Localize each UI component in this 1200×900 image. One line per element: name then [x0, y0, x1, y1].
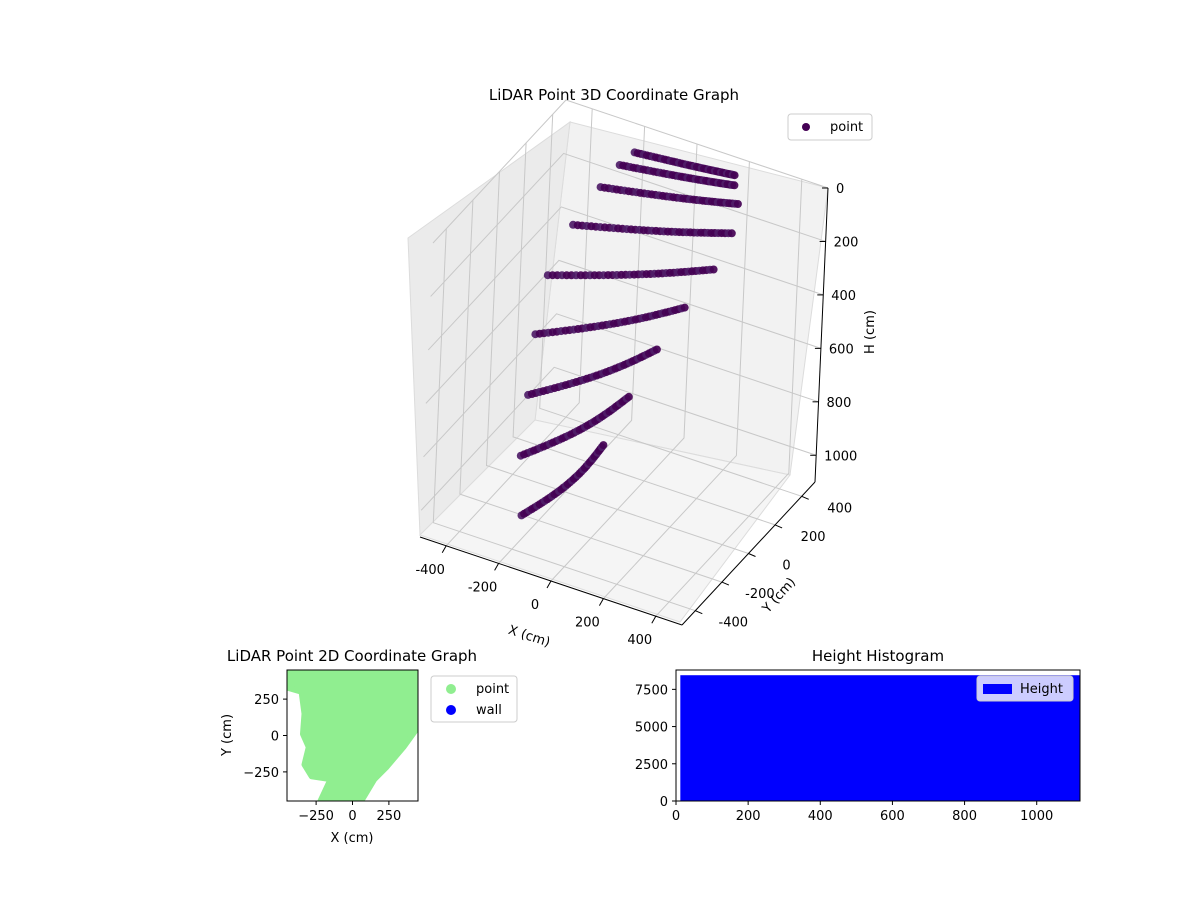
point-3d — [624, 392, 633, 401]
grid-3d — [420, 99, 829, 617]
grid-y-line — [459, 200, 723, 583]
y-axis-label-2d: Y (cm) — [220, 714, 235, 757]
ticks-2d: −250 0 250 250 0 −250 — [243, 693, 401, 824]
x-tick-3d — [494, 563, 500, 571]
y-tick-3d — [774, 524, 783, 529]
legend-wall-label-2d: wall — [476, 703, 502, 718]
grid-x-line — [498, 126, 646, 564]
x-axis-label-3d: X (cm) — [506, 623, 552, 651]
grid-x-line — [550, 143, 698, 582]
z-tick-label-3d: 800 — [827, 396, 852, 411]
z-tick-label-3d: 400 — [831, 289, 856, 304]
grid-y-line — [539, 114, 802, 497]
legend-histogram: Height — [976, 675, 1074, 702]
x-tick-3d — [441, 545, 447, 554]
legend-point-marker — [802, 123, 810, 131]
point-3d — [730, 181, 739, 190]
y-tick-label-3d: -400 — [719, 616, 749, 631]
y-tick-label-hist: 2500 — [635, 758, 668, 773]
histogram-frame — [675, 669, 1081, 802]
y-tick-label-3d: 200 — [801, 530, 826, 545]
point-cloud-2d — [287, 670, 418, 801]
x-tick-label-hist: 800 — [952, 809, 977, 824]
legend-height-label: Height — [1020, 682, 1063, 697]
x-tick-label-2d: −250 — [298, 809, 334, 824]
x-tick-label-3d: -400 — [415, 563, 445, 578]
grid-y-line — [432, 228, 696, 612]
grid-y-line — [512, 142, 776, 526]
legend-point-label-2d: point — [476, 682, 509, 697]
grid-x-line — [655, 179, 803, 617]
z-axis-line — [814, 187, 829, 483]
legend-3d: point — [787, 113, 873, 141]
ticks-3d: -400-2000200400-400-20002004000200400600… — [415, 182, 858, 648]
x-tick-label-hist: 400 — [808, 809, 833, 824]
x-tick-3d — [598, 598, 604, 606]
x-tick-label-2d: 250 — [376, 809, 401, 824]
grid-x-line — [445, 108, 593, 547]
legend-point-label: point — [830, 120, 863, 135]
y-tick-label-2d: 0 — [271, 730, 279, 745]
x-tick-label-hist: 600 — [880, 809, 905, 824]
z-tick-label-3d: 600 — [829, 342, 854, 357]
x-tick-label-2d: 0 — [348, 809, 356, 824]
x-tick-label-3d: 0 — [531, 598, 539, 613]
grid-z-line — [420, 366, 817, 511]
y-tick-label-hist: 5000 — [635, 721, 668, 736]
x-tick-label-hist: 0 — [672, 809, 680, 824]
histogram: Height Histogram 0 200 400 600 800 1000 0 2500 5… — [635, 647, 1081, 824]
legend-height-swatch — [983, 684, 1012, 694]
y-tick-label-2d: 250 — [254, 693, 279, 708]
x-tick-3d — [546, 580, 552, 589]
point-3d — [730, 171, 739, 180]
x-tick-label-hist: 1000 — [1020, 809, 1053, 824]
y-tick-label-3d: 0 — [782, 559, 790, 574]
point-3d — [652, 345, 661, 354]
y-tick-3d — [721, 581, 730, 586]
x-tick-label-3d: 400 — [627, 633, 652, 648]
x-tick-3d — [651, 615, 657, 624]
point-3d — [709, 265, 718, 274]
grid-x-line — [603, 161, 750, 599]
ticks-histogram: 0 200 400 600 800 1000 0 2500 5000 7500 — [635, 683, 1053, 824]
y-tick-label-hist: 7500 — [635, 683, 668, 698]
x-axis-label-2d: X (cm) — [331, 831, 374, 846]
y-tick-3d — [801, 495, 809, 500]
y-tick-label-3d: -200 — [745, 587, 775, 602]
points-3d — [516, 148, 742, 520]
point-3d — [733, 200, 742, 208]
legend-2d: point wall — [430, 675, 518, 723]
grid-z-line — [423, 313, 819, 458]
plot-3d-title: LiDAR Point 3D Coordinate Graph — [489, 86, 739, 104]
z-tick-label-3d: 200 — [834, 235, 859, 250]
grid-y-line — [485, 171, 749, 554]
point-3d — [680, 303, 689, 312]
plot-3d: LiDAR Point 3D Coordinate Graph -400 -200… — [407, 86, 878, 651]
z-tick-label-3d: 0 — [836, 182, 844, 197]
histogram-title: Height Histogram — [812, 647, 944, 665]
y-tick-label-3d: 400 — [827, 501, 852, 516]
legend-point-marker-2d — [446, 684, 456, 694]
x-tick-label-3d: -200 — [468, 580, 498, 595]
plot-2d: LiDAR Point 2D Coordinate Graph −250 0 250… — [220, 647, 518, 846]
z-axis-label-3d: H (cm) — [863, 310, 878, 354]
y-tick-label-2d: −250 — [243, 766, 279, 781]
x-tick-label-3d: 200 — [575, 616, 600, 631]
grid-z-line — [427, 206, 824, 351]
x-tick-label-hist: 200 — [736, 809, 761, 824]
grid-z-line — [430, 152, 826, 297]
grid-z-line — [432, 99, 829, 244]
y-tick-3d — [695, 610, 703, 615]
y-tick-label-hist: 0 — [660, 795, 668, 810]
grid-z-line — [425, 259, 822, 404]
z-tick-label-3d: 1000 — [824, 449, 857, 464]
plot-2d-title: LiDAR Point 2D Coordinate Graph — [227, 647, 477, 665]
point-3d — [727, 229, 736, 238]
y-tick-3d — [748, 553, 756, 557]
legend-wall-marker-2d — [446, 705, 456, 715]
point-3d — [599, 441, 608, 450]
